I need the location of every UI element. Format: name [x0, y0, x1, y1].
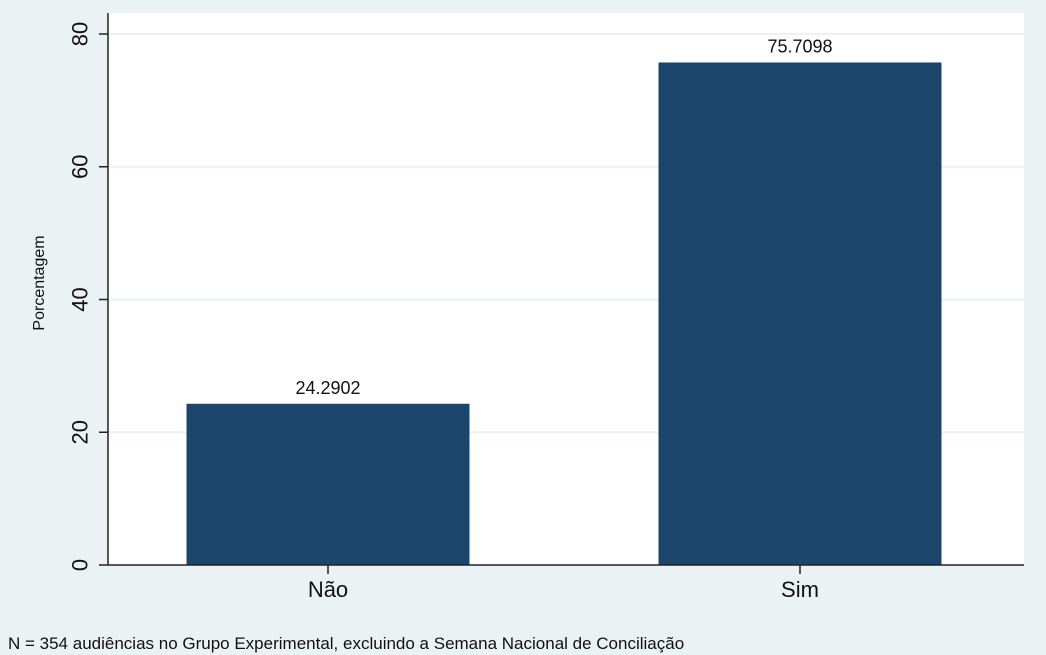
bar-value-label-2: 75.7098 — [767, 36, 832, 56]
bar-2 — [658, 62, 942, 566]
y-tick-label-20: 20 — [68, 420, 93, 444]
category-labels: Não Sim — [308, 565, 819, 602]
y-tick-label-0: 0 — [68, 559, 93, 571]
bar-labels: 24.2902 75.7098 — [295, 36, 832, 397]
category-label-1: Não — [308, 577, 348, 602]
bar-1 — [186, 403, 470, 565]
sample-note: N = 354 audiências no Grupo Experimental… — [8, 634, 685, 653]
bar-chart: 0 20 40 60 80 24.2902 75.7098 Não Sim Porcenta… — [31, 13, 1024, 602]
y-tick-label-60: 60 — [68, 155, 93, 179]
y-tick-label-40: 40 — [68, 287, 93, 311]
bars — [186, 62, 942, 566]
axes — [107, 13, 1024, 566]
y-axis-title: Porcentagem — [31, 235, 48, 330]
category-label-2: Sim — [781, 577, 819, 602]
y-tick-label-80: 80 — [68, 22, 93, 46]
y-ticks: 0 20 40 60 80 — [68, 22, 108, 571]
bar-value-label-1: 24.2902 — [295, 378, 360, 398]
